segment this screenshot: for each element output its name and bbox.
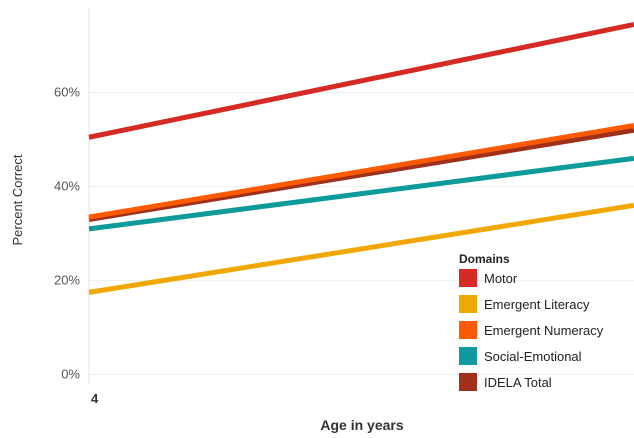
legend-swatch	[459, 295, 477, 313]
legend-label: Emergent Numeracy	[484, 323, 604, 338]
series-line-social-emotional	[88, 155, 634, 232]
x-tick-labels: 45	[91, 391, 99, 406]
y-tick-label: 20%	[54, 273, 80, 288]
legend-swatch	[459, 269, 477, 287]
x-tick-label: 4	[91, 391, 99, 406]
legend-swatch	[459, 347, 477, 365]
legend-label: Motor	[484, 271, 518, 286]
y-tick-label: 40%	[54, 179, 80, 194]
series-line-emergent-literacy	[88, 202, 634, 295]
legend-label: Emergent Literacy	[484, 297, 590, 312]
series-lines	[88, 22, 634, 295]
legend-swatch	[459, 321, 477, 339]
series-line-idela-total	[88, 127, 634, 222]
y-tick-labels: 0% 20% 40% 60%	[54, 85, 80, 382]
legend-label: Social-Emotional	[484, 349, 582, 364]
gridlines	[88, 8, 634, 384]
legend: Domains Motor Emergent Literacy Emergent N…	[459, 252, 604, 391]
y-tick-label: 60%	[54, 85, 80, 100]
legend-swatch	[459, 373, 477, 391]
x-axis-title: Age in years	[320, 417, 403, 433]
series-line-emergent-numeracy	[88, 123, 634, 220]
legend-label: IDELA Total	[484, 375, 552, 390]
y-axis-title: Percent Correct	[10, 154, 25, 245]
series-line-motor	[88, 22, 634, 140]
y-tick-label: 0%	[61, 367, 80, 382]
legend-title: Domains	[459, 252, 510, 266]
